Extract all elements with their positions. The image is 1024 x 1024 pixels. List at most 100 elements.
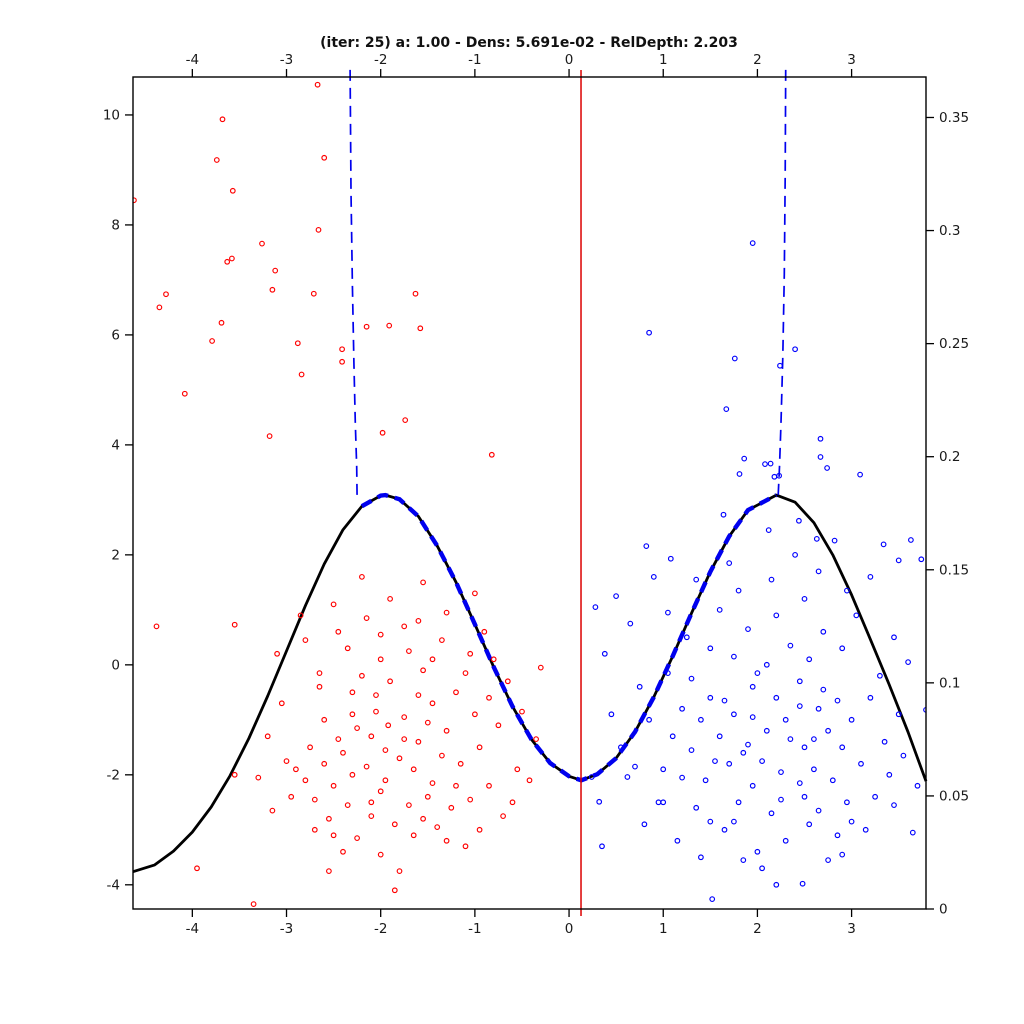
- cluster-2-marker: [588, 774, 595, 780]
- cluster-2-marker: [759, 865, 765, 872]
- cluster-2-marker: [815, 568, 822, 575]
- cluster-2-marker: [679, 705, 685, 712]
- cluster-1-marker: [417, 325, 424, 332]
- cluster-2-marker: [726, 760, 733, 767]
- cluster-2-marker: [844, 587, 850, 594]
- cluster-2-marker: [608, 711, 615, 718]
- cluster-1-marker: [410, 766, 417, 773]
- cluster-1-marker: [391, 887, 398, 894]
- cluster-2-marker: [908, 537, 914, 543]
- cluster-1-marker: [363, 323, 370, 330]
- cluster-1-marker: [266, 433, 273, 439]
- cluster-2-marker: [778, 769, 784, 775]
- cluster-2-marker: [792, 552, 798, 558]
- cluster-1-marker: [321, 716, 328, 723]
- cluster-2-marker: [754, 848, 761, 855]
- cluster-1-marker: [194, 865, 200, 872]
- cluster-2-marker: [806, 821, 813, 828]
- y-left-tick-label: 2: [111, 547, 120, 563]
- x-tick-label-bottom: -2: [374, 921, 387, 937]
- lines: [132, 69, 928, 916]
- cluster-2-marker: [834, 697, 841, 704]
- cluster-1-marker: [379, 429, 386, 436]
- x-tick-label-bottom: -1: [468, 921, 481, 937]
- x-tick-label-bottom: 1: [659, 921, 668, 937]
- cluster-2-marker: [806, 656, 813, 663]
- cluster-2-marker: [817, 435, 824, 442]
- cluster-2-marker: [674, 837, 681, 844]
- density-curve: [132, 493, 928, 874]
- y-right-tick-label: 0.25: [939, 336, 969, 352]
- cluster-2-marker: [726, 560, 733, 566]
- cluster-2-marker: [731, 818, 737, 825]
- cluster-2-marker: [820, 686, 827, 693]
- cluster-2-marker: [592, 604, 599, 610]
- cluster-1-marker: [537, 664, 544, 671]
- cluster-2-marker: [799, 880, 806, 887]
- cluster-1-marker: [250, 901, 257, 907]
- cluster-2-marker: [749, 240, 756, 246]
- cluster-1-marker: [443, 727, 450, 734]
- cluster-1-marker: [486, 694, 492, 701]
- cluster-1-marker: [434, 824, 441, 830]
- x-tick-label-top: 2: [753, 52, 762, 68]
- cluster-1-marker: [462, 670, 469, 676]
- cluster-1-marker: [472, 590, 478, 597]
- cluster-1-marker: [297, 612, 304, 619]
- cluster-2-marker: [698, 854, 704, 861]
- cluster-1-marker: [377, 788, 384, 795]
- cluster-2-marker: [667, 555, 674, 562]
- cluster-1-marker: [533, 736, 539, 742]
- cluster-2-marker: [693, 804, 700, 811]
- cluster-1-marker: [368, 799, 375, 806]
- cluster-1-marker: [373, 692, 379, 698]
- x-tick-label-top: -3: [280, 52, 293, 68]
- cluster-1-marker: [231, 621, 238, 628]
- cluster-2-marker: [762, 461, 768, 467]
- cluster-1-marker: [443, 609, 450, 616]
- x-tick-label-bottom: 2: [753, 921, 762, 937]
- cluster-2-marker: [858, 760, 864, 767]
- cluster-2-marker: [831, 537, 838, 544]
- cluster-2-marker: [745, 626, 751, 632]
- cluster-2-marker: [660, 766, 667, 773]
- cluster-2-marker: [881, 738, 888, 745]
- cluster-2-marker: [773, 694, 780, 701]
- plot-frame: [132, 76, 927, 910]
- cluster-1-marker: [514, 766, 521, 773]
- cluster-2-marker: [777, 362, 783, 369]
- cluster-1-marker: [349, 711, 356, 718]
- cluster-1-marker: [255, 774, 262, 781]
- cluster-2-marker: [834, 832, 841, 839]
- cluster-1-marker: [294, 340, 301, 347]
- cluster-2-marker: [848, 818, 855, 825]
- cluster-2-marker: [787, 642, 794, 649]
- cluster-1-marker: [467, 796, 474, 803]
- cluster-1-marker: [420, 667, 426, 674]
- cluster-2-marker: [782, 716, 789, 723]
- cluster-1-marker: [283, 758, 290, 764]
- cluster-2-marker: [815, 705, 822, 712]
- cluster-1-marker: [259, 240, 265, 247]
- cluster-1-marker: [387, 678, 393, 685]
- cluster-2-marker: [848, 716, 855, 723]
- y-right-tick-label: 0.05: [939, 788, 969, 804]
- cluster-1-marker: [330, 601, 337, 608]
- cluster-2-marker: [820, 628, 827, 635]
- cluster-1-marker: [330, 832, 337, 839]
- cluster-2-marker: [872, 793, 878, 800]
- cluster-2-marker: [707, 645, 714, 652]
- cluster-2-marker: [601, 650, 608, 657]
- cluster-1-marker: [339, 358, 345, 365]
- cluster-1-marker: [349, 771, 356, 778]
- cluster-2-marker: [665, 609, 671, 616]
- cluster-1-marker: [415, 692, 422, 698]
- cluster-2-marker: [646, 716, 652, 723]
- cluster-1-marker: [457, 760, 464, 767]
- cluster-1-marker: [302, 777, 309, 784]
- cluster-2-marker: [716, 607, 723, 613]
- cluster-2-marker: [735, 587, 742, 594]
- y-left-tick-label: 4: [111, 437, 120, 453]
- cluster-1-marker: [377, 656, 384, 663]
- cluster-1-marker: [420, 815, 426, 822]
